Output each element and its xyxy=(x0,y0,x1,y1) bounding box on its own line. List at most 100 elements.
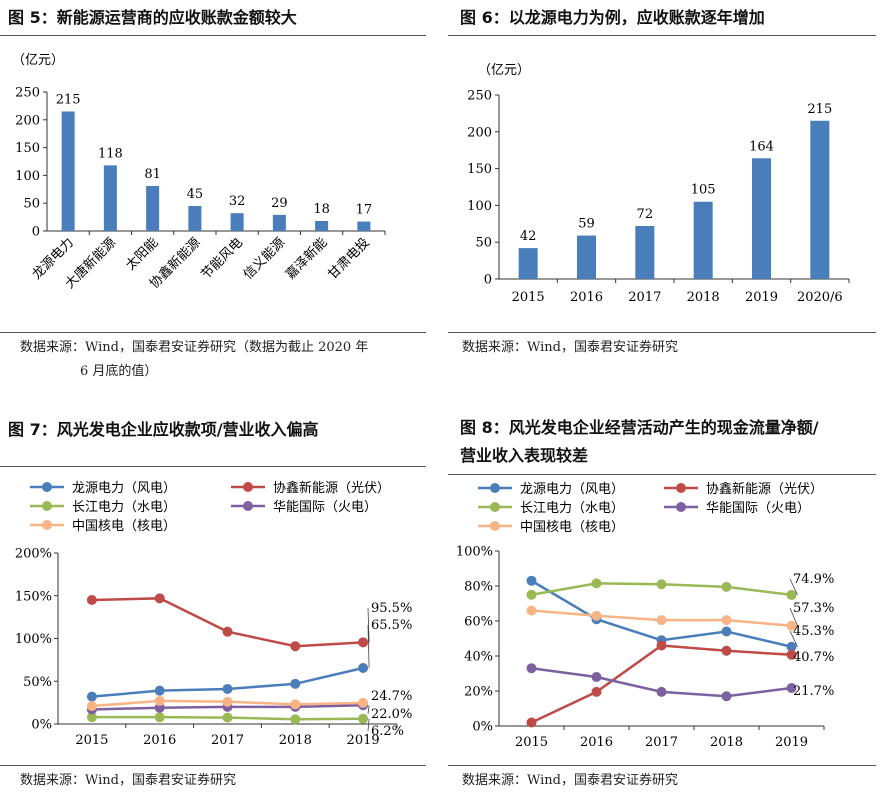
data-point xyxy=(222,712,233,723)
end-value-label: 45.3% xyxy=(793,624,834,639)
y-tick-label: 0% xyxy=(31,718,52,733)
y-tick-label: 150% xyxy=(15,589,52,604)
x-tick-label: 甘肃电投 xyxy=(325,235,373,283)
data-label: 105 xyxy=(691,183,716,198)
series-line xyxy=(530,644,792,724)
y-tick-label: 0 xyxy=(484,273,492,288)
data-label: 81 xyxy=(144,167,161,182)
data-label: 215 xyxy=(807,102,832,117)
y-tick-label: 60% xyxy=(464,615,493,630)
data-point xyxy=(86,701,97,712)
unit-label: （亿元） xyxy=(478,63,530,78)
x-tick-label: 2016 xyxy=(570,290,603,305)
data-point xyxy=(656,579,667,590)
legend-swatch-marker xyxy=(42,482,52,492)
end-value-label: 57.3% xyxy=(793,601,834,616)
x-tick-label: 2019 xyxy=(347,733,380,748)
x-tick-label: 节能风电 xyxy=(199,235,246,282)
bar xyxy=(315,220,329,231)
data-point xyxy=(721,645,732,656)
data-point xyxy=(86,691,97,702)
figure-6-title: 图 6：以龙源电力为例，应收账款逐年增加 xyxy=(460,8,765,27)
x-tick-label: 太阳能 xyxy=(123,235,161,273)
data-point xyxy=(591,672,602,682)
bar xyxy=(518,248,538,279)
legend-label: 华能国际（火电） xyxy=(273,500,377,515)
data-point xyxy=(222,683,233,694)
bar xyxy=(272,214,286,231)
y-tick-label: 200% xyxy=(15,547,52,562)
bar xyxy=(230,213,244,231)
legend-swatch-marker xyxy=(490,502,500,512)
label-leader xyxy=(789,630,798,647)
end-value-label: 95.5% xyxy=(371,601,412,616)
unit-label: （亿元） xyxy=(12,53,64,68)
data-point xyxy=(786,641,797,652)
data-point xyxy=(290,714,301,725)
figure-5-source-cont: 6 月底的值） xyxy=(80,364,158,379)
y-tick-label: 50 xyxy=(23,197,40,212)
y-tick-label: 200 xyxy=(15,113,40,128)
end-value-label: 74.9% xyxy=(793,572,834,587)
data-label: 118 xyxy=(98,146,123,161)
data-point xyxy=(656,615,667,626)
x-tick-label: 2017 xyxy=(628,290,661,305)
y-tick-label: 100 xyxy=(467,199,492,214)
data-point xyxy=(721,581,732,592)
end-value-label: 21.7% xyxy=(793,684,834,699)
y-tick-label: 200 xyxy=(467,125,492,140)
bar xyxy=(188,205,202,231)
legend-label: 协鑫新能源（光伏） xyxy=(706,481,823,497)
end-value-label: 40.7% xyxy=(793,650,834,665)
bar xyxy=(146,185,160,231)
data-point xyxy=(154,712,165,723)
data-label: 18 xyxy=(313,202,330,217)
bar xyxy=(61,111,75,231)
figure-6-chart: 0 50 100 150 200 250 （亿元） 42 2015 59 2016 72 2017 105… xyxy=(467,63,850,305)
y-tick-label: 50 xyxy=(475,236,492,251)
x-tick-label: 2020/6 xyxy=(797,290,843,305)
data-label: 164 xyxy=(749,139,774,154)
data-point xyxy=(358,697,369,708)
y-tick-label: 250 xyxy=(15,86,40,101)
data-point xyxy=(786,620,797,631)
figure-7-panel: 图 7：风光发电企业应收款项/营业收入偏高 龙源电力（风电） 协鑫新能源（光伏） 长… xyxy=(0,410,426,806)
figure-6-panel: 图 6：以龙源电力为例，应收账款逐年增加 0 50 100 150 200 250 （亿元）… xyxy=(448,0,876,390)
data-point xyxy=(656,686,667,697)
label-leader xyxy=(367,718,370,732)
title-rule xyxy=(448,35,876,36)
label-leader xyxy=(367,624,370,669)
x-tick-label: 2018 xyxy=(710,735,743,750)
source-rule xyxy=(0,765,426,766)
end-value-label: 22.0% xyxy=(371,707,412,722)
data-label: 29 xyxy=(271,196,288,211)
figure-6-source: 数据来源：Wind，国泰君安证券研究 xyxy=(462,340,678,355)
x-tick-label: 2016 xyxy=(143,733,176,748)
x-tick-label: 2015 xyxy=(512,290,545,305)
y-tick-label: 150 xyxy=(15,141,40,156)
y-tick-label: 80% xyxy=(464,580,493,595)
label-leader xyxy=(789,607,798,626)
data-label: 17 xyxy=(356,203,373,218)
data-point xyxy=(591,578,602,589)
data-point xyxy=(290,699,301,710)
data-label: 72 xyxy=(637,207,654,222)
legend-swatch-marker xyxy=(243,482,253,492)
data-point xyxy=(86,595,97,606)
figure-5-title: 图 5：新能源运营商的应收账款金额较大 xyxy=(8,8,297,27)
legend-swatch-marker xyxy=(676,502,686,512)
data-point xyxy=(358,662,369,673)
legend-label: 中国核电（核电） xyxy=(72,519,176,534)
bar xyxy=(635,226,655,279)
figure-7-chart: 龙源电力（风电） 协鑫新能源（光伏） 长江电力（水电） 华能国际（火电） 中国核电（核电… xyxy=(15,480,412,748)
data-point xyxy=(526,605,537,616)
figure-8-panel: 图 8：风光发电企业经营活动产生的现金流量净额/ 营业收入表现较差 龙源电力（风… xyxy=(448,410,876,806)
figure-8-title-line-1: 图 8：风光发电企业经营活动产生的现金流量净额/ xyxy=(460,418,819,437)
figure-5-source: 数据来源：Wind，国泰君安证券研究（数据为截止 2020 年 xyxy=(20,340,369,355)
data-point xyxy=(358,637,369,648)
legend-label: 龙源电力（风电） xyxy=(520,482,624,497)
series-line xyxy=(91,597,364,648)
y-tick-label: 150 xyxy=(467,162,492,177)
data-label: 45 xyxy=(187,187,204,202)
data-point xyxy=(358,713,369,724)
